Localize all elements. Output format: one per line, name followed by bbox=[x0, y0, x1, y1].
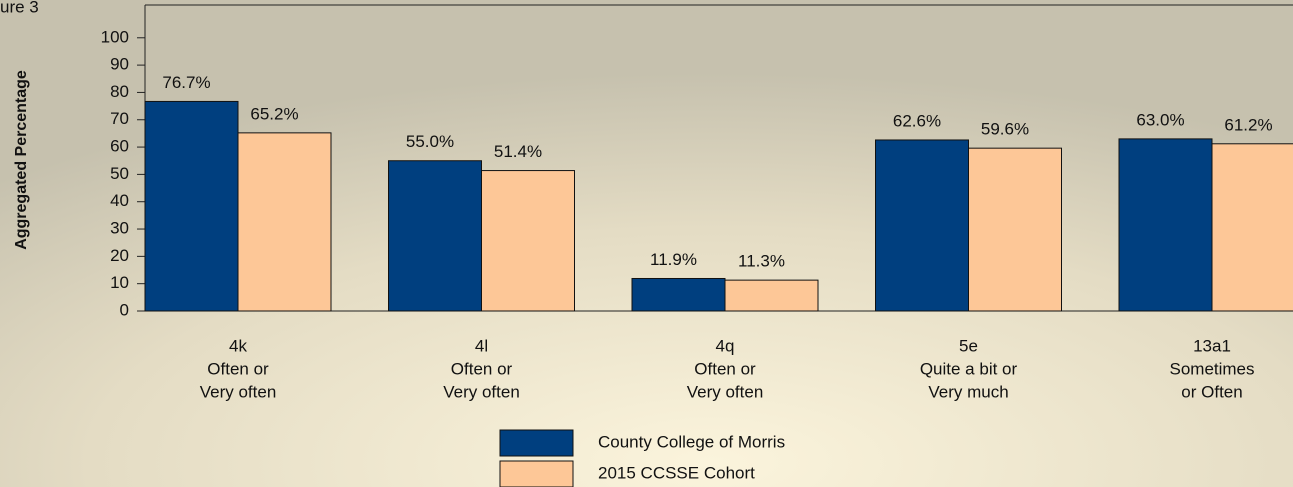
bar bbox=[1118, 138, 1213, 312]
y-tick-label: 70 bbox=[110, 109, 129, 128]
y-tick-label: 20 bbox=[110, 246, 129, 265]
bar bbox=[1211, 143, 1293, 312]
legend-label: County College of Morris bbox=[598, 432, 785, 451]
x-tick-label: Often or bbox=[694, 359, 756, 378]
data-label: 61.2% bbox=[1224, 115, 1272, 134]
y-tick-label: 0 bbox=[120, 300, 129, 319]
data-label: 55.0% bbox=[406, 132, 454, 151]
x-tick-label: Often or bbox=[451, 359, 513, 378]
bar bbox=[968, 147, 1062, 312]
data-label: 51.4% bbox=[494, 142, 542, 161]
x-tick-label: 4q bbox=[716, 336, 735, 355]
figure-label: ure 3 bbox=[0, 0, 39, 16]
data-label: 11.3% bbox=[738, 252, 785, 271]
data-label: 76.7% bbox=[162, 73, 210, 92]
data-label: 59.6% bbox=[981, 120, 1029, 139]
x-tick-label: Very often bbox=[200, 382, 277, 401]
y-tick-label: 30 bbox=[110, 219, 129, 238]
y-tick-label: 10 bbox=[110, 273, 129, 292]
x-tick-label: Sometimes bbox=[1169, 359, 1254, 378]
y-axis-label: Aggregated Percentage bbox=[13, 70, 30, 250]
bar bbox=[631, 277, 726, 312]
data-label: 11.9% bbox=[650, 250, 697, 269]
x-tick-label: Quite a bit or bbox=[920, 359, 1018, 378]
bar bbox=[388, 160, 482, 312]
x-tick-label: 5e bbox=[959, 336, 978, 355]
y-tick-label: 80 bbox=[110, 82, 129, 101]
legend-label: 2015 CCSSE Cohort bbox=[598, 463, 755, 482]
x-tick-label: Very much bbox=[928, 382, 1008, 401]
x-tick-label: 13a1 bbox=[1193, 336, 1231, 355]
y-tick-label: 60 bbox=[110, 137, 129, 156]
x-tick-label: Very often bbox=[443, 382, 520, 401]
x-tick-label: Often or bbox=[207, 359, 269, 378]
bar bbox=[724, 279, 819, 312]
legend-swatch bbox=[499, 460, 574, 487]
y-tick-label: 40 bbox=[110, 191, 129, 210]
legend-swatch bbox=[499, 429, 574, 457]
bar bbox=[875, 139, 969, 312]
data-label: 62.6% bbox=[893, 111, 941, 130]
x-tick-label: 4k bbox=[229, 336, 247, 355]
bar bbox=[237, 132, 332, 312]
y-tick-label: 50 bbox=[110, 164, 129, 183]
y-tick-label: 90 bbox=[110, 55, 129, 74]
y-tick-label: 100 bbox=[101, 27, 129, 46]
data-label: 65.2% bbox=[250, 104, 298, 123]
x-tick-label: or Often bbox=[1181, 382, 1242, 401]
x-tick-label: 4l bbox=[475, 336, 488, 355]
bar bbox=[481, 170, 575, 312]
data-label: 63.0% bbox=[1136, 110, 1184, 129]
x-tick-label: Very often bbox=[687, 382, 764, 401]
bar bbox=[144, 100, 239, 312]
